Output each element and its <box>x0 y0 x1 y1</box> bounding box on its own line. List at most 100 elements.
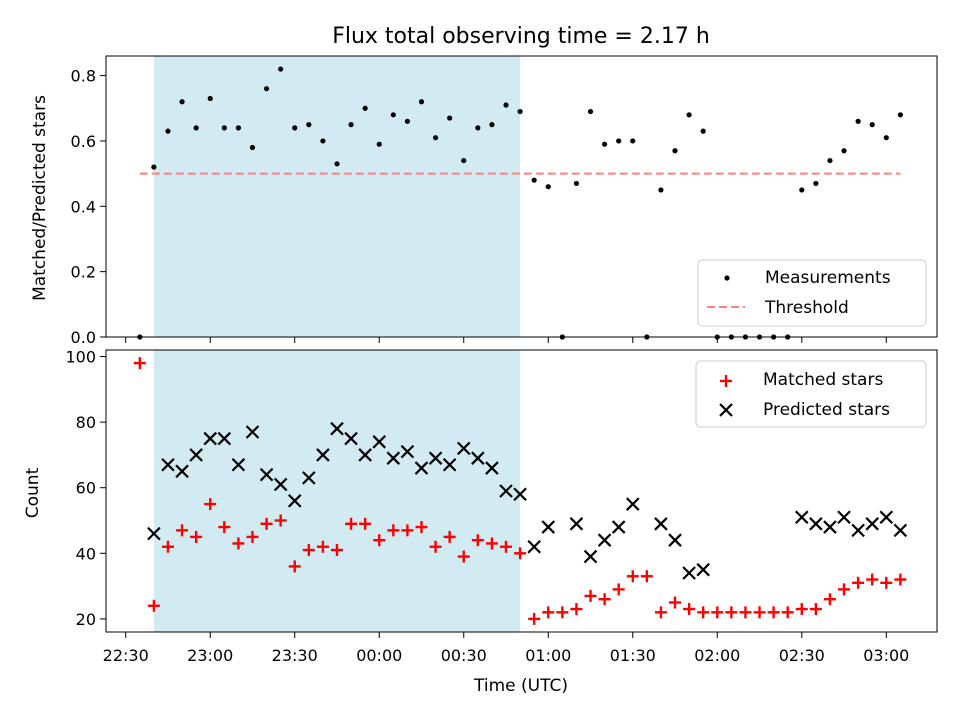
predicted-stars-point <box>344 431 358 446</box>
measurement-point <box>503 102 509 108</box>
bottom-y-tick-label: 60 <box>76 479 96 498</box>
bottom-x-tick-label: 00:30 <box>441 646 487 665</box>
measurement-point <box>658 187 664 193</box>
matched-stars-point <box>330 544 343 557</box>
matched-stars-point <box>852 576 865 589</box>
bottom-legend: Matched stars Predicted stars <box>695 360 927 428</box>
measurement-point <box>278 66 284 72</box>
predicted-stars-point <box>682 566 696 580</box>
predicted-stars-point <box>456 441 471 456</box>
matched-stars-point <box>401 524 414 537</box>
predicted-stars-point <box>175 464 189 479</box>
matched-stars-point <box>669 596 682 609</box>
measurement-point <box>249 144 256 151</box>
measurement-point <box>447 115 453 121</box>
matched-stars-point <box>683 603 696 616</box>
matched-stars-point <box>894 573 907 586</box>
bottom-x-tick-label: 02:00 <box>694 646 740 665</box>
matched-stars-point <box>697 606 710 619</box>
bottom-panel: 20 40 60 80 100 22:30 23:00 23:30 00:00 00:30 01:… <box>23 348 938 696</box>
predicted-stars-point <box>189 448 203 462</box>
legend-marker-predicted <box>719 403 733 417</box>
measurement-point <box>334 161 340 167</box>
matched-stars-point <box>443 530 456 543</box>
bottom-y-tick-label: 20 <box>76 610 96 629</box>
predicted-stars-point <box>625 497 640 511</box>
matched-stars-point <box>485 537 498 550</box>
measurement-point <box>193 125 199 131</box>
matched-stars-point <box>725 606 738 619</box>
matched-stars-point <box>176 524 189 537</box>
measurement-point <box>306 122 312 128</box>
matched-stars-point <box>359 517 372 530</box>
top-y-axis-label: Matched/Predicted stars <box>30 95 50 301</box>
bottom-y-tick-label: 80 <box>76 413 96 432</box>
matched-stars-point <box>345 517 358 530</box>
predicted-stars-point <box>795 510 809 525</box>
top-y-tick-label: 0.2 <box>71 263 96 282</box>
predicted-stars-point <box>287 494 302 508</box>
measurement-point <box>404 118 411 124</box>
measurement-point <box>362 105 368 111</box>
measurement-point <box>263 86 270 92</box>
measurement-point <box>855 118 861 124</box>
measurement-point <box>292 125 298 131</box>
bottom-x-axis: 22:30 23:00 23:30 00:00 00:30 01:00 01:30 02:00… <box>103 632 909 665</box>
matched-stars-point <box>880 576 893 589</box>
measurement-point <box>165 128 171 134</box>
top-y-tick-label: 0.6 <box>71 132 96 151</box>
bottom-x-tick-label: 22:30 <box>103 646 149 665</box>
measurement-point <box>587 108 594 115</box>
measurement-point <box>418 99 425 105</box>
predicted-stars-point <box>414 461 429 475</box>
predicted-stars-point <box>245 425 260 439</box>
legend-marker-measurements <box>724 275 730 281</box>
measurement-point <box>517 108 523 115</box>
measurement-point <box>390 112 396 118</box>
matched-stars-point <box>302 544 315 557</box>
predicted-stars-point <box>442 457 457 472</box>
matched-stars-point <box>514 547 527 560</box>
bottom-x-tick-label: 01:30 <box>610 646 656 665</box>
x-axis-label: Time (UTC) <box>473 676 568 696</box>
predicted-stars-point <box>527 539 541 554</box>
bottom-y-axis-label: Count <box>23 467 43 518</box>
matched-stars-point <box>753 606 766 619</box>
measurement-point <box>320 138 326 144</box>
predicted-stars-point <box>372 435 387 449</box>
measurement-point <box>545 184 551 190</box>
matched-stars-point <box>626 570 639 583</box>
predicted-stars-point <box>513 487 527 502</box>
predicted-stars-point <box>386 451 401 465</box>
predicted-stars-point <box>273 477 288 492</box>
measurement-point <box>573 180 580 187</box>
bottom-x-tick-label: 03:00 <box>863 646 909 665</box>
matched-stars-point <box>274 514 287 527</box>
bottom-shaded-region <box>153 350 521 632</box>
matched-stars-point <box>471 534 484 547</box>
predicted-stars-point <box>893 523 908 538</box>
matched-stars-point <box>838 583 851 596</box>
matched-stars-point <box>640 570 653 583</box>
matched-stars-point <box>781 606 794 619</box>
measurement-point <box>672 148 678 154</box>
predicted-stars-point <box>837 510 851 525</box>
matched-stars-point <box>457 550 470 563</box>
measurement-point <box>179 99 185 105</box>
measurement-point <box>799 187 805 193</box>
matched-stars-point <box>500 540 513 553</box>
matched-stars-point <box>598 593 611 606</box>
predicted-stars-point <box>809 517 823 531</box>
measurement-point <box>883 135 889 141</box>
matched-stars-point <box>556 606 569 619</box>
matched-stars-point <box>809 603 822 616</box>
legend-label-matched: Matched stars <box>763 370 883 390</box>
predicted-stars-point <box>583 549 598 564</box>
measurement-point <box>602 141 608 147</box>
predicted-stars-point <box>259 467 274 482</box>
legend-label-predicted: Predicted stars <box>763 400 890 420</box>
bottom-y-tick-label: 100 <box>65 348 96 367</box>
bottom-y-axis: 20 40 60 80 100 <box>65 348 106 629</box>
top-y-tick-label: 0.8 <box>71 67 96 86</box>
